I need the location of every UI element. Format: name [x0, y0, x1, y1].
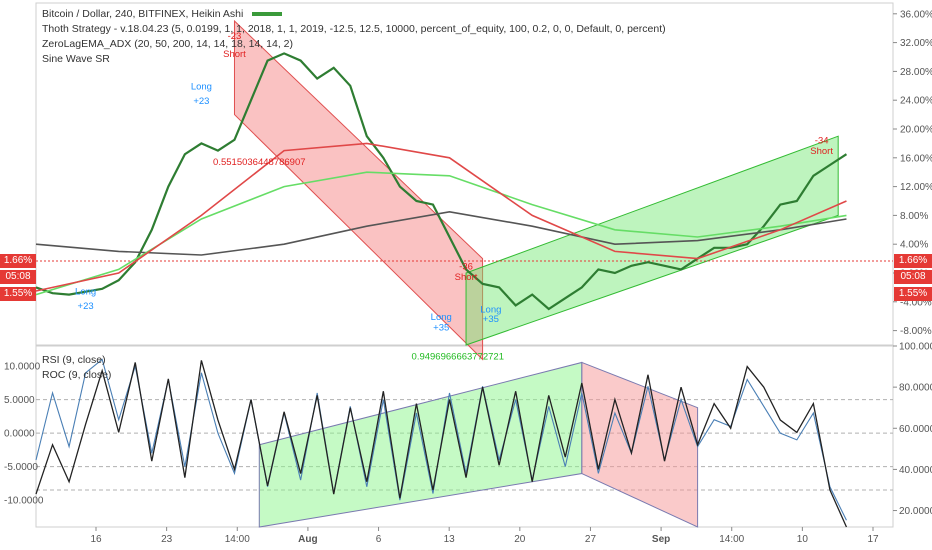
price-axis-label: 20.00%: [900, 125, 932, 136]
chart-annotation: -34: [815, 135, 829, 146]
legend-swatch: [252, 12, 283, 17]
chart-annotation: Long: [75, 287, 96, 298]
chart-annotation: Long: [431, 312, 452, 323]
chart-legend: Bitcoin / Dollar, 240, BITFINEX, Heikin …: [42, 7, 666, 67]
price-axis-label: 16.00%: [900, 153, 932, 164]
oscillator-left-label: 5.0000: [4, 395, 35, 406]
chart-annotation: -36: [459, 261, 473, 272]
time-axis-label: 10: [797, 534, 809, 545]
chart-title: Bitcoin / Dollar, 240, BITFINEX, Heikin …: [42, 8, 244, 20]
countdown-tag-left: 05:08: [0, 270, 36, 284]
price-axis-label: 4.00%: [900, 240, 928, 251]
time-axis-label: 16: [90, 534, 102, 545]
time-axis-label: 20: [514, 534, 526, 545]
bear-channel: [233, 19, 484, 361]
chart-annotation: +23: [78, 301, 94, 312]
price-tag-current-right: 1.66%: [894, 254, 932, 268]
price-axis-label: 28.00%: [900, 67, 932, 78]
chart-annotation: Short: [455, 272, 478, 283]
oscillator-right-label: 40.0000: [899, 465, 932, 476]
oscillator-right-label: 80.0000: [899, 383, 932, 394]
oscillator-left-label: -5.0000: [4, 462, 38, 473]
time-axis-label: 14:00: [225, 534, 250, 545]
chart-annotation: Long: [191, 81, 212, 92]
price-tag-current-left: 1.66%: [0, 254, 36, 268]
oscillator-right-label: 60.0000: [899, 424, 932, 435]
chart-annotation: -23: [228, 31, 242, 42]
series-line-rsi: [35, 360, 848, 528]
oscillator-right-label: 100.0000: [899, 342, 932, 353]
price-axis-label: 12.00%: [900, 182, 932, 193]
oscillator-bear-channel: [581, 361, 699, 528]
chart-annotation: +35: [433, 323, 449, 334]
price-tag-other-left: 1.55%: [0, 287, 36, 301]
chart-annotation: 0.5515036448786907: [213, 157, 305, 168]
chart-annotation: +23: [193, 96, 209, 107]
chart-annotation: +35: [483, 314, 499, 325]
bull-channel: [465, 135, 839, 346]
chart-annotation: Short: [810, 146, 833, 157]
price-axis-label: 24.00%: [900, 96, 932, 107]
indicator-roc: ROC (9, close): [42, 369, 112, 381]
price-pane: [35, 2, 894, 346]
oscillator-legend: RSI (9, close) ROC (9, close): [42, 353, 111, 383]
time-axis-label: Aug: [298, 534, 317, 545]
indicator-sinewave: Sine Wave SR: [42, 53, 110, 65]
price-axis-label: 36.00%: [900, 9, 932, 20]
oscillator-pane: [35, 345, 894, 528]
time-axis-label: 27: [585, 534, 597, 545]
time-axis-label: 14:00: [719, 534, 744, 545]
indicator-zerolag: ZeroLagEMA_ADX (20, 50, 200, 14, 14, 18,…: [42, 38, 293, 50]
time-axis-label: 17: [867, 534, 879, 545]
indicator-thoth: Thoth Strategy - v.18.04.23 (5, 0.0199, …: [42, 23, 666, 35]
time-axis-label: 23: [161, 534, 173, 545]
price-axis-label: -4.00%: [900, 297, 932, 308]
time-axis-label: 6: [376, 534, 382, 545]
chart-annotation: Short: [223, 49, 246, 60]
time-axis-label: 13: [444, 534, 456, 545]
indicator-rsi: RSI (9, close): [42, 354, 106, 366]
time-axis-label: Sep: [652, 534, 670, 545]
chart-annotation: Long: [480, 305, 501, 316]
series-line-ema-slow: [35, 210, 847, 256]
series-line-price: [35, 52, 848, 311]
series-line-ema-long: [35, 171, 847, 296]
oscillator-right-label: 20.0000: [899, 506, 932, 517]
oscillator-left-label: 10.0000: [4, 362, 41, 373]
countdown-tag-right: 05:08: [894, 270, 932, 284]
price-axis-label: -8.00%: [900, 326, 932, 337]
oscillator-left-label: -10.0000: [4, 496, 44, 507]
price-axis-label: 8.00%: [900, 211, 928, 222]
chart-annotation: 0.9496966663772721: [412, 351, 504, 362]
oscillator-left-label: 0.0000: [4, 429, 35, 440]
price-tag-other-right: 1.55%: [894, 287, 932, 301]
price-axis-label: 32.00%: [900, 38, 932, 49]
series-line-ema-mid: [35, 142, 847, 292]
